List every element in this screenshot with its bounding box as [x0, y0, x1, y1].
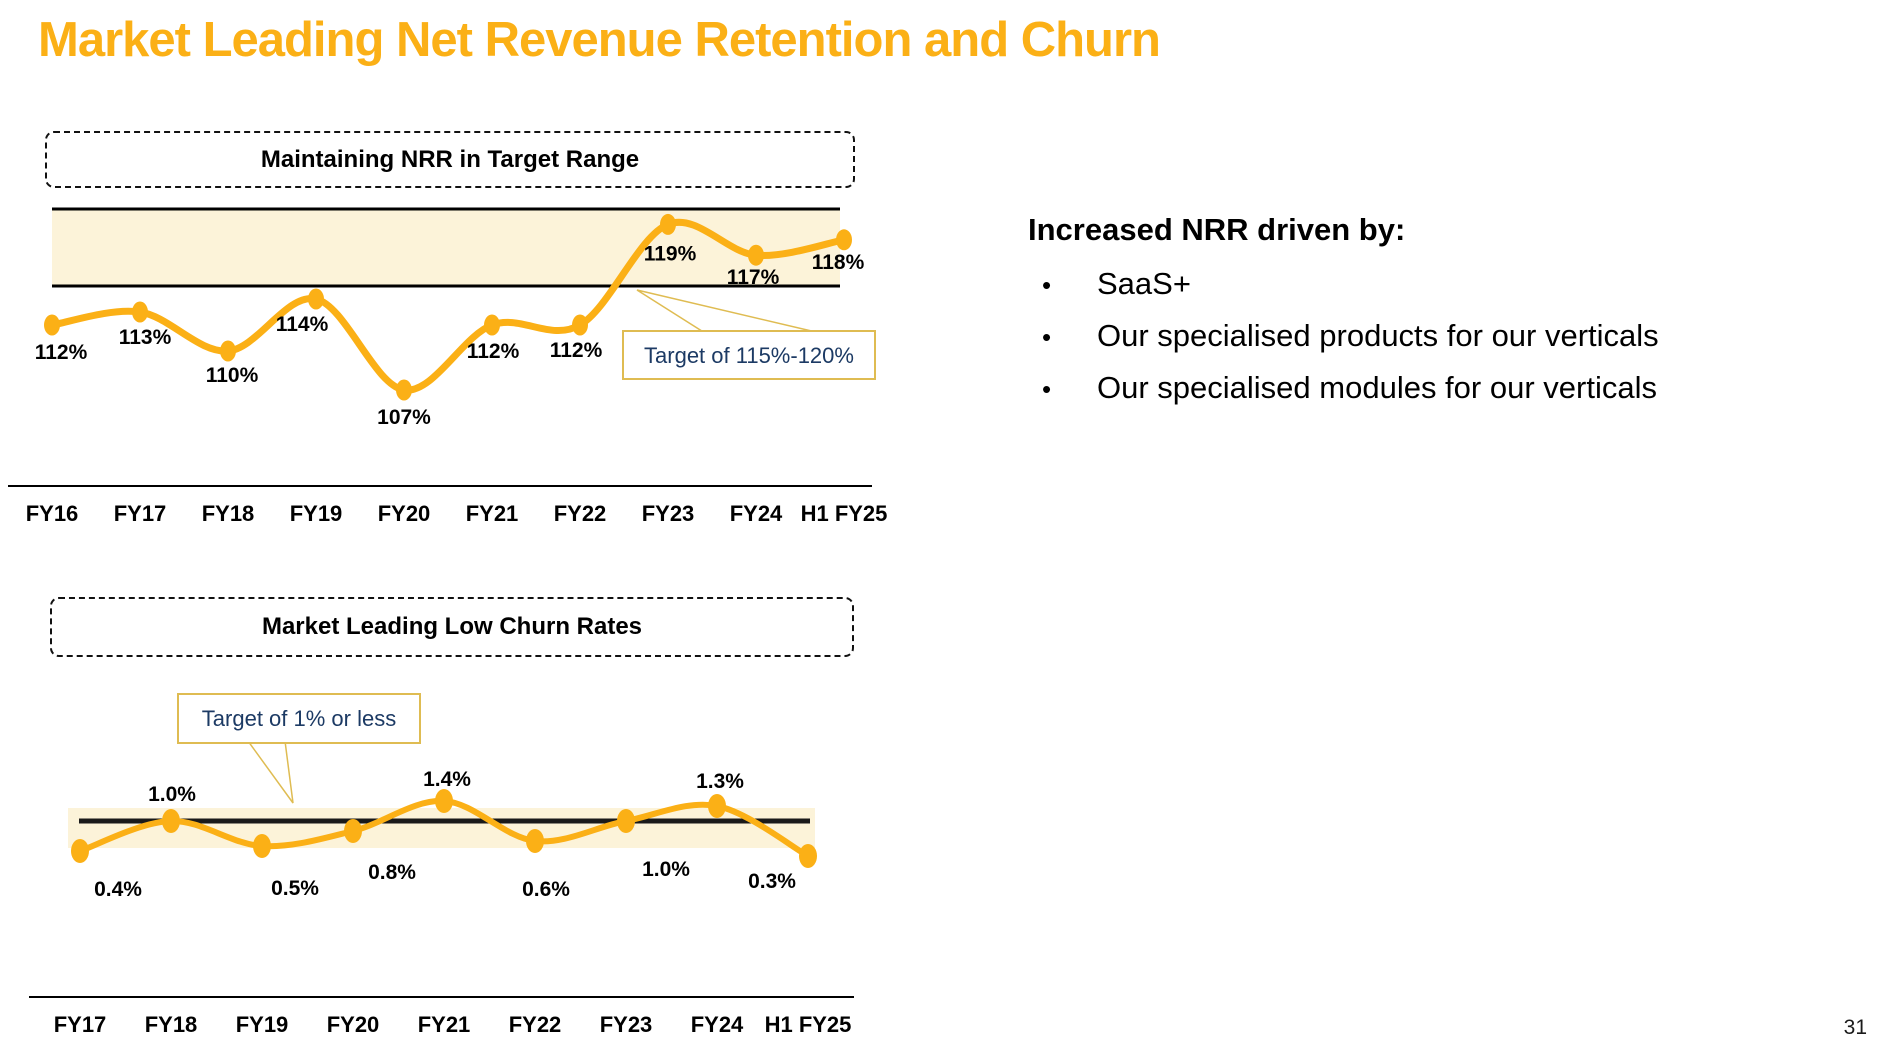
churn-callout-pointer	[246, 740, 294, 804]
nrr-value-label: 110%	[206, 364, 259, 387]
nrr-data-point	[220, 340, 236, 362]
nrr-data-point	[396, 379, 412, 401]
churn-x-axis-label: H1 FY25	[765, 1012, 852, 1037]
nrr-value-label: 113%	[119, 326, 172, 349]
churn-target-band	[68, 808, 815, 848]
nrr-x-axis-label: FY18	[202, 501, 255, 526]
churn-value-label: 1.3%	[696, 770, 744, 793]
nrr-data-point	[44, 314, 60, 336]
churn-callout-box	[177, 693, 421, 744]
churn-value-label: 0.3%	[748, 870, 796, 893]
churn-data-point	[162, 809, 180, 833]
insights-list: • SaaS+ • Our specialised products for our …	[1028, 266, 1748, 422]
bullet-icon: •	[1042, 322, 1052, 352]
churn-data-point	[708, 794, 726, 818]
nrr-value-label: 117%	[727, 266, 780, 289]
nrr-callout-pointer	[636, 289, 821, 334]
bullet-icon: •	[1042, 270, 1052, 300]
churn-x-axis-label: FY23	[600, 1012, 653, 1037]
nrr-callout-label: Target of 115%-120%	[644, 343, 854, 368]
nrr-data-point	[308, 288, 324, 310]
nrr-data-point	[132, 301, 148, 323]
churn-value-label: 1.4%	[423, 768, 471, 791]
insight-bullet: • Our specialised modules for our vertica…	[1028, 370, 1748, 422]
nrr-data-point	[836, 229, 852, 251]
nrr-x-axis-label: FY23	[642, 501, 695, 526]
churn-x-axis-label: FY18	[145, 1012, 198, 1037]
nrr-data-point	[660, 213, 676, 235]
nrr-x-axis-label: FY17	[114, 501, 167, 526]
insight-bullet-text: SaaS+	[1097, 266, 1191, 301]
churn-callout-label: Target of 1% or less	[202, 706, 396, 731]
churn-line-chart: Target of 1% or less 0.4% 1.0% 0.5% 0.8% 1.4%…	[29, 693, 854, 1037]
insight-bullet-text: Our specialised modules for our vertical…	[1097, 370, 1657, 405]
churn-x-axis-label: FY21	[418, 1012, 471, 1037]
nrr-data-point	[748, 244, 764, 266]
nrr-target-band	[52, 209, 840, 286]
nrr-value-label: 112%	[467, 340, 520, 363]
nrr-value-label: 112%	[35, 341, 88, 364]
bullet-icon: •	[1042, 374, 1052, 404]
churn-data-point	[799, 844, 817, 868]
churn-x-axis-label: FY19	[236, 1012, 289, 1037]
nrr-chart-title-box: Maintaining NRR in Target Range	[45, 131, 855, 188]
page-number: 31	[1843, 1016, 1867, 1039]
insight-bullet-text: Our specialised products for our vertica…	[1097, 318, 1659, 353]
churn-data-point	[435, 789, 453, 813]
churn-value-label: 1.0%	[642, 858, 690, 881]
nrr-series-line	[48, 218, 848, 394]
churn-value-label: 1.0%	[148, 783, 196, 806]
churn-chart-title: Market Leading Low Churn Rates	[261, 613, 643, 640]
churn-x-axis-label: FY24	[691, 1012, 744, 1037]
insight-bullet: • Our specialised products for our vertic…	[1028, 318, 1748, 370]
nrr-x-axis-label: H1 FY25	[801, 501, 888, 526]
nrr-x-axis-label: FY20	[378, 501, 431, 526]
nrr-value-label: 118%	[812, 251, 865, 274]
nrr-x-axis-label: FY21	[466, 501, 519, 526]
churn-x-axis-label: FY22	[509, 1012, 562, 1037]
churn-value-label: 0.8%	[368, 861, 416, 884]
churn-data-point	[71, 839, 89, 863]
churn-data-point	[526, 829, 544, 853]
churn-data-point	[344, 819, 362, 843]
nrr-data-point	[484, 314, 500, 336]
churn-value-label: 0.4%	[94, 878, 142, 901]
nrr-callout-box	[622, 330, 876, 380]
nrr-value-label: 119%	[644, 242, 697, 265]
churn-data-point	[617, 809, 635, 833]
churn-value-label: 0.5%	[271, 877, 319, 900]
nrr-line-chart: Target of 115%-120% 112% 113% 110% 114% 107% 1…	[8, 207, 888, 526]
nrr-x-axis-label: FY22	[554, 501, 607, 526]
nrr-value-label: 114%	[276, 313, 329, 336]
churn-x-axis-label: FY17	[54, 1012, 107, 1037]
insights-heading: Increased NRR driven by:	[1028, 212, 1406, 247]
nrr-x-axis-label: FY24	[730, 501, 783, 526]
nrr-x-axis-label: FY19	[290, 501, 343, 526]
slide-title: Market Leading Net Revenue Retention and…	[38, 13, 1161, 67]
insights-panel: Increased NRR driven by: • SaaS+ • Our spec…	[1028, 212, 1748, 422]
nrr-x-axis-label: FY16	[26, 501, 79, 526]
nrr-value-label: 112%	[550, 339, 603, 362]
churn-data-point	[253, 834, 271, 858]
nrr-chart-title: Maintaining NRR in Target Range	[260, 145, 640, 173]
churn-value-label: 0.6%	[522, 878, 570, 901]
churn-chart-title-box: Market Leading Low Churn Rates	[50, 597, 854, 657]
nrr-value-label: 107%	[377, 406, 431, 429]
insight-bullet: • SaaS+	[1028, 266, 1748, 318]
nrr-data-point	[572, 314, 588, 336]
churn-x-axis-label: FY20	[327, 1012, 380, 1037]
